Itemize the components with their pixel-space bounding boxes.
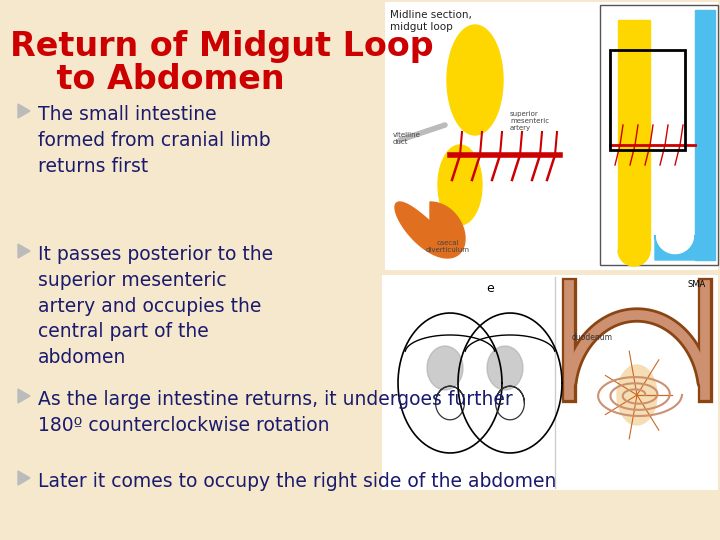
Polygon shape	[618, 250, 650, 266]
Text: midgut loop: midgut loop	[390, 22, 453, 32]
Polygon shape	[18, 104, 30, 118]
Text: As the large intestine returns, it undergoes further
180º counterclockwise rotat: As the large intestine returns, it under…	[38, 390, 513, 435]
Text: to Abdomen: to Abdomen	[10, 63, 284, 96]
Polygon shape	[618, 20, 650, 250]
Text: e: e	[486, 282, 494, 295]
Polygon shape	[438, 145, 482, 225]
Text: SMA: SMA	[688, 280, 706, 289]
Polygon shape	[487, 346, 523, 390]
Text: Later it comes to occupy the right side of the abdomen: Later it comes to occupy the right side …	[38, 472, 557, 491]
Text: vitelline
duct: vitelline duct	[393, 132, 421, 145]
Text: Midline section,: Midline section,	[390, 10, 472, 20]
Text: superior
mesenteric
artery: superior mesenteric artery	[510, 111, 549, 131]
Polygon shape	[427, 346, 463, 390]
Polygon shape	[18, 471, 30, 485]
Polygon shape	[18, 244, 30, 258]
Polygon shape	[695, 10, 715, 260]
Bar	[600, 5, 718, 265]
Polygon shape	[395, 202, 465, 258]
Text: caecal
diverticulum: caecal diverticulum	[426, 240, 470, 253]
Polygon shape	[655, 235, 695, 260]
Polygon shape	[617, 365, 657, 425]
Text: duodenum: duodenum	[572, 333, 613, 342]
Bar	[610, 50, 685, 150]
Polygon shape	[18, 389, 30, 403]
Bar	[382, 275, 718, 490]
Text: It passes posterior to the
superior mesenteric
artery and occupies the
central p: It passes posterior to the superior mese…	[38, 245, 273, 367]
Polygon shape	[447, 25, 503, 135]
Text: The small intestine
formed from cranial limb
returns first: The small intestine formed from cranial …	[38, 105, 271, 176]
Text: Return of Midgut Loop: Return of Midgut Loop	[10, 30, 433, 63]
Bar	[385, 2, 718, 270]
